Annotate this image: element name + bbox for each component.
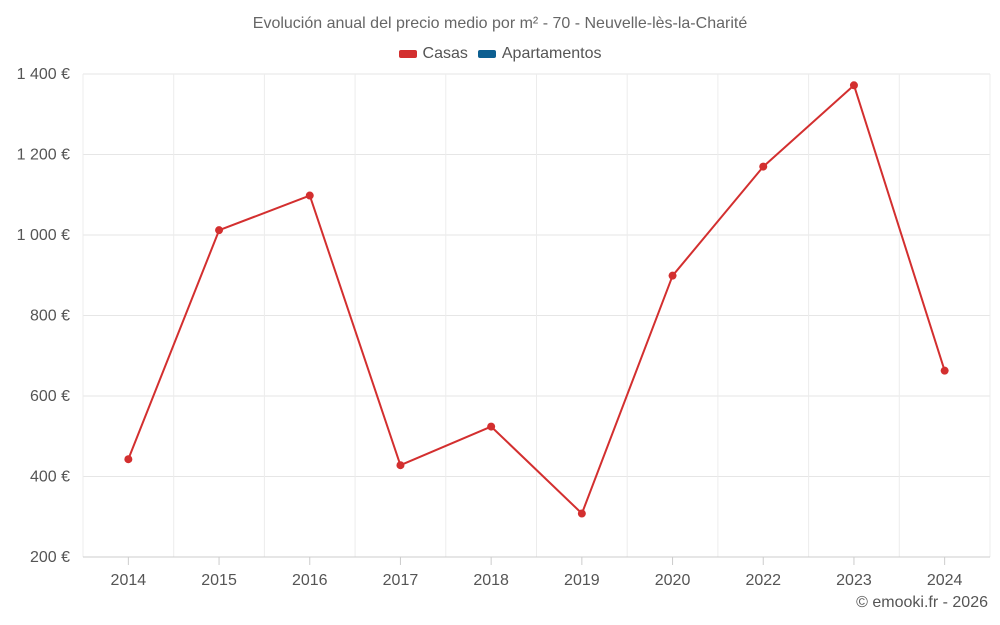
data-point[interactable] <box>305 191 314 200</box>
y-tick-label: 600 € <box>30 388 70 405</box>
series-casas <box>124 81 949 518</box>
data-point[interactable] <box>849 81 858 90</box>
chart-legend: Casas Apartamentos <box>0 45 1000 63</box>
y-tick-label: 200 € <box>30 549 70 566</box>
x-tick-label: 2017 <box>383 572 419 589</box>
x-tick-label: 2020 <box>655 572 691 589</box>
data-point[interactable] <box>124 455 133 464</box>
x-tick-label: 2022 <box>745 572 781 589</box>
credit-text: © emooki.fr - 2026 <box>856 594 988 611</box>
legend-label-apartamentos: Apartamentos <box>501 45 602 62</box>
y-tick-label: 800 € <box>30 308 70 325</box>
y-axis: 200 € 400 € 600 € 800 € 1 000 € 1 200 € 1 400 … <box>17 66 70 566</box>
series-line <box>127 84 946 515</box>
data-point[interactable] <box>759 162 768 171</box>
x-tick-label: 2024 <box>927 572 963 589</box>
legend-swatch-apartamentos <box>477 50 496 58</box>
x-tick-label: 2019 <box>564 572 600 589</box>
x-tick-label: 2016 <box>292 572 328 589</box>
x-tick-label: 2018 <box>473 572 509 589</box>
grid-lines <box>82 73 991 558</box>
legend-item-casas[interactable]: Casas <box>398 45 468 63</box>
x-tick-label: 2015 <box>201 572 237 589</box>
legend-item-apartamentos[interactable]: Apartamentos <box>477 45 602 63</box>
legend-label-casas: Casas <box>422 45 468 62</box>
x-tick-label: 2023 <box>836 572 872 589</box>
data-point[interactable] <box>577 509 586 518</box>
data-point[interactable] <box>396 461 405 470</box>
data-point[interactable] <box>940 366 949 375</box>
y-tick-label: 400 € <box>30 469 70 486</box>
y-tick-label: 1 200 € <box>17 147 70 164</box>
data-point[interactable] <box>215 226 224 235</box>
y-tick-label: 1 400 € <box>17 66 70 83</box>
chart-title: Evolución anual del precio medio por m² … <box>252 15 748 32</box>
data-point[interactable] <box>487 422 496 431</box>
data-point[interactable] <box>668 271 677 280</box>
x-tick-label: 2014 <box>111 572 147 589</box>
y-tick-label: 1 000 € <box>17 227 70 244</box>
legend-swatch-casas <box>398 50 417 58</box>
x-axis: 2014 2015 2016 2017 2018 2019 2020 2022 2023 2024 <box>83 556 990 589</box>
